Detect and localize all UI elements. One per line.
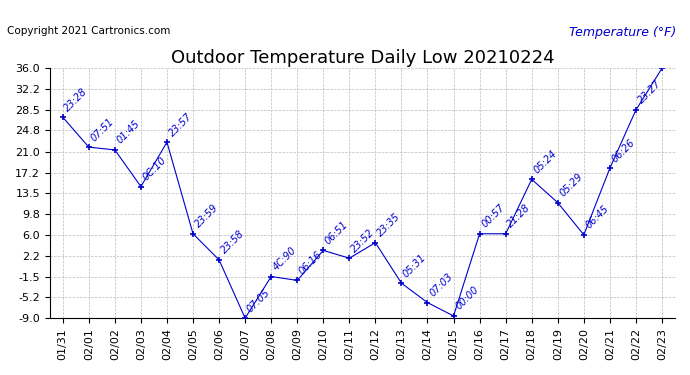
Text: 23:58: 23:58: [219, 229, 246, 256]
Text: Copyright 2021 Cartronics.com: Copyright 2021 Cartronics.com: [7, 26, 170, 36]
Text: 05:31: 05:31: [402, 252, 428, 279]
Text: 07:51: 07:51: [89, 116, 116, 143]
Text: 07:05: 07:05: [245, 287, 272, 314]
Text: 4C:90: 4C:90: [271, 245, 299, 272]
Text: 23:59: 23:59: [193, 202, 220, 229]
Text: 0C:10: 0C:10: [141, 155, 168, 182]
Text: Temperature (°F): Temperature (°F): [569, 26, 676, 39]
Text: 21:28: 21:28: [506, 202, 533, 229]
Text: 01:45: 01:45: [115, 119, 142, 146]
Text: 06:26: 06:26: [610, 137, 637, 164]
Text: 05:29: 05:29: [558, 171, 584, 198]
Text: 00:00: 00:00: [453, 285, 480, 312]
Text: 07:03: 07:03: [427, 272, 455, 298]
Text: 05:24: 05:24: [531, 148, 559, 175]
Title: Outdoor Temperature Daily Low 20210224: Outdoor Temperature Daily Low 20210224: [170, 49, 554, 67]
Text: 23:35: 23:35: [375, 211, 402, 238]
Text: 23:27: 23:27: [635, 79, 663, 106]
Text: 23:28: 23:28: [63, 86, 90, 113]
Text: 06:16: 06:16: [297, 249, 324, 276]
Text: 23:57: 23:57: [167, 111, 194, 138]
Text: 00:57: 00:57: [480, 202, 506, 229]
Text: 23:52: 23:52: [349, 227, 376, 254]
Text: 06:51: 06:51: [323, 219, 351, 246]
Text: 06:45: 06:45: [584, 204, 611, 231]
